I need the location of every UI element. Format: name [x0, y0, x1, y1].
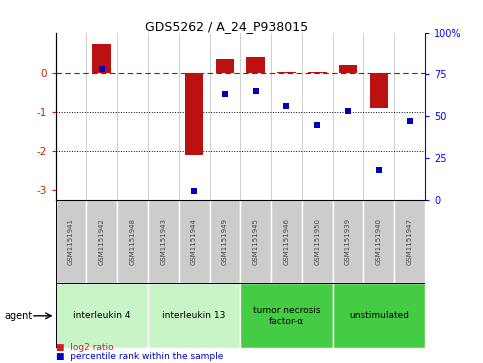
- Text: GSM1151947: GSM1151947: [407, 218, 412, 265]
- Bar: [394, 200, 425, 283]
- Text: agent: agent: [5, 311, 33, 321]
- Text: tumor necrosis
factor-α: tumor necrosis factor-α: [253, 306, 320, 326]
- Bar: [240, 200, 271, 283]
- Text: GSM1151949: GSM1151949: [222, 218, 228, 265]
- Bar: [148, 283, 241, 348]
- Bar: [215, 59, 234, 73]
- Bar: [179, 200, 210, 283]
- Bar: [56, 200, 86, 283]
- Text: ■  percentile rank within the sample: ■ percentile rank within the sample: [56, 352, 223, 361]
- Text: ■  log2 ratio: ■ log2 ratio: [56, 343, 113, 352]
- Bar: [308, 72, 327, 73]
- Bar: [117, 200, 148, 283]
- Text: interleukin 13: interleukin 13: [162, 311, 226, 320]
- Text: GSM1151948: GSM1151948: [129, 218, 136, 265]
- Bar: [210, 200, 240, 283]
- Bar: [185, 73, 203, 155]
- Text: GSM1151940: GSM1151940: [376, 218, 382, 265]
- Bar: [333, 283, 425, 348]
- Bar: [56, 283, 148, 348]
- Bar: [339, 65, 357, 73]
- Bar: [148, 200, 179, 283]
- Text: GSM1151939: GSM1151939: [345, 218, 351, 265]
- Bar: [364, 200, 394, 283]
- Text: GSM1151943: GSM1151943: [160, 218, 166, 265]
- Bar: [86, 200, 117, 283]
- Text: unstimulated: unstimulated: [349, 311, 409, 320]
- Bar: [246, 57, 265, 73]
- Text: GSM1151942: GSM1151942: [99, 218, 105, 265]
- Bar: [302, 200, 333, 283]
- Text: interleukin 4: interleukin 4: [73, 311, 130, 320]
- Bar: [333, 200, 364, 283]
- Text: GSM1151944: GSM1151944: [191, 218, 197, 265]
- Text: GDS5262 / A_24_P938015: GDS5262 / A_24_P938015: [145, 20, 309, 33]
- Text: GSM1151945: GSM1151945: [253, 218, 259, 265]
- Bar: [92, 44, 111, 73]
- Text: GSM1151950: GSM1151950: [314, 218, 320, 265]
- Text: GSM1151946: GSM1151946: [284, 218, 289, 265]
- Bar: [277, 72, 296, 73]
- Text: GSM1151941: GSM1151941: [68, 218, 74, 265]
- Bar: [271, 200, 302, 283]
- Bar: [369, 73, 388, 107]
- Bar: [240, 283, 333, 348]
